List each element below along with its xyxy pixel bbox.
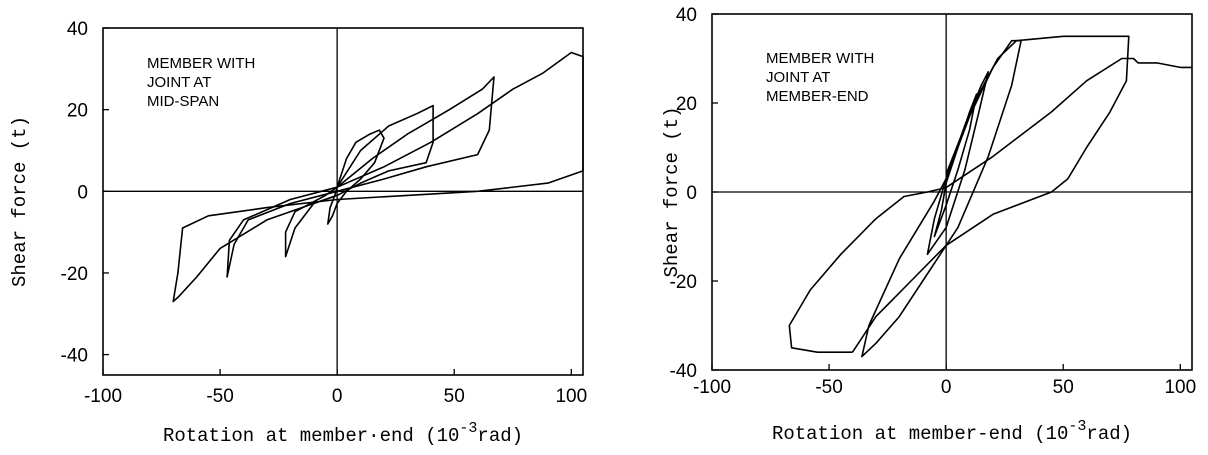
y-tick-label: 40 xyxy=(676,5,697,26)
y-axis-label: Shear force (t) xyxy=(661,106,683,277)
hysteresis-loop-2 xyxy=(284,104,434,258)
x-axis-label: Rotation at member-end (10-3rad) xyxy=(772,418,1132,445)
hysteresis-loop-4 xyxy=(172,51,584,303)
x-axis-label: Rotation at member·end (10-3rad) xyxy=(163,420,523,447)
annotation-line: MID-SPAN xyxy=(147,93,219,110)
x-axis-label-unit: rad) xyxy=(477,425,523,447)
x-tick-label: 100 xyxy=(1164,377,1196,398)
x-axis-label-main: Rotation at member-end (10 xyxy=(772,423,1068,445)
y-tick-label: 20 xyxy=(67,101,88,122)
y-tick-label: -20 xyxy=(61,264,88,285)
annotation-label: MEMBER WITH JOINT AT MEMBER-END xyxy=(766,50,874,105)
y-tick-label: -40 xyxy=(670,361,697,382)
chart-2: -100 -50 0 50 100 -40 -20 0 20 40 MEMBER WITH JOINT… xyxy=(661,5,1196,445)
x-tick-label: -100 xyxy=(693,377,731,398)
x-tick-label: 0 xyxy=(332,386,343,407)
hysteresis-loop-4 xyxy=(851,35,1130,353)
annotation-label: MEMBER WITH JOINT AT MID-SPAN xyxy=(147,55,255,110)
annotation-line: MEMBER-END xyxy=(766,88,869,105)
hysteresis-loop-5 xyxy=(788,57,1192,353)
annotation-line: JOINT AT xyxy=(766,69,830,86)
plot-frame xyxy=(102,27,584,376)
x-tick-label: 0 xyxy=(941,377,952,398)
x-tick-label: -50 xyxy=(206,386,233,407)
hysteresis-loop-3 xyxy=(226,76,495,278)
x-tick-label: -100 xyxy=(84,386,122,407)
x-axis-label-main: Rotation at member·end (10 xyxy=(163,425,459,447)
chart-1: -100 -50 0 50 100 -40 -20 0 20 40 MEMBER WITH JOINT… xyxy=(9,19,587,447)
annotation-line: MEMBER WITH xyxy=(147,55,255,72)
y-tick-label: 20 xyxy=(676,94,697,115)
y-tick-label: 0 xyxy=(77,182,88,203)
x-tick-label: 50 xyxy=(444,386,465,407)
hysteresis-loop-1 xyxy=(327,129,385,225)
y-axis-label: Shear force (t) xyxy=(9,116,31,287)
y-tick-label: -20 xyxy=(670,272,697,293)
y-tick-label: 0 xyxy=(686,183,697,204)
x-axis-label-unit: rad) xyxy=(1086,423,1132,445)
x-tick-label: 50 xyxy=(1053,377,1074,398)
y-tick-label: -40 xyxy=(61,346,88,367)
x-tick-label: 100 xyxy=(555,386,587,407)
hysteresis-loop-3 xyxy=(861,39,1022,358)
x-tick-label: -50 xyxy=(815,377,842,398)
x-axis-label-exponent: -3 xyxy=(459,420,477,437)
y-tick-label: 40 xyxy=(67,19,88,40)
x-axis-label-exponent: -3 xyxy=(1068,418,1086,435)
annotation-line: JOINT AT xyxy=(147,74,211,91)
annotation-line: MEMBER WITH xyxy=(766,50,874,67)
